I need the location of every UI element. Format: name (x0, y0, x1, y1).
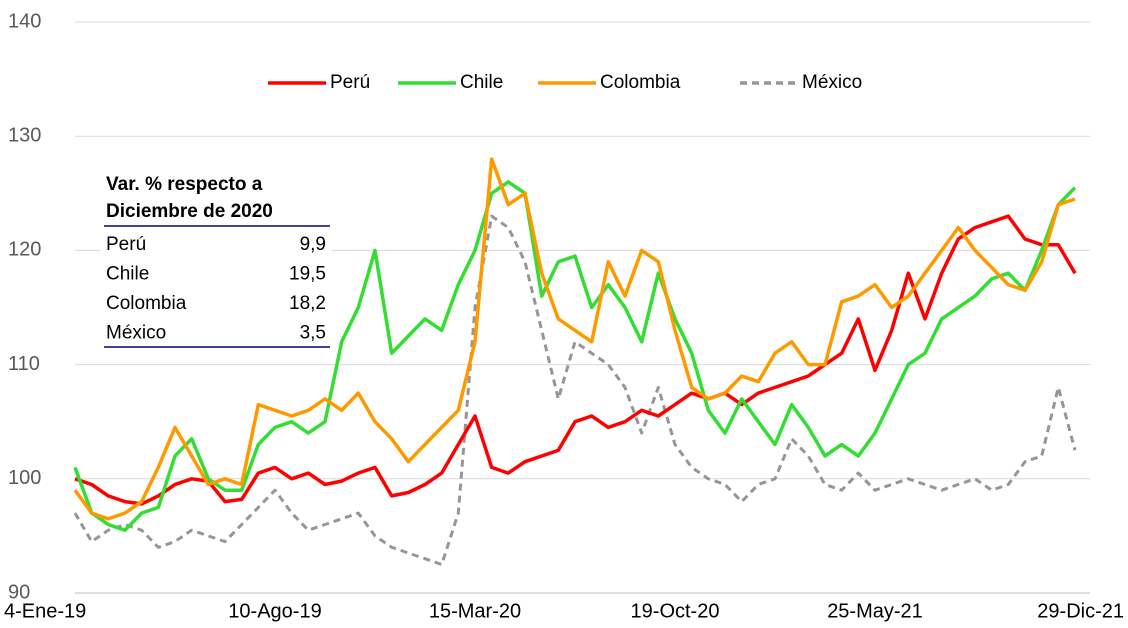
x-tick-label: 19-Oct-20 (631, 600, 720, 622)
table-cell: México (106, 323, 166, 344)
series-line (73, 214, 1077, 566)
series-line (74, 214, 1077, 506)
y-tick-label: 120 (8, 239, 41, 261)
series-line (73, 180, 1077, 532)
legend-label: Chile (460, 72, 503, 93)
y-tick-label: 140 (8, 10, 41, 32)
table-cell: 9,9 (300, 234, 326, 255)
legend-label: Colombia (600, 72, 681, 93)
table-title: Diciembre de 2020 (106, 201, 273, 222)
y-tick-label: 90 (8, 581, 30, 603)
table-bg (100, 168, 332, 350)
x-tick-label: 4-Ene-19 (4, 600, 86, 622)
table-cell: Colombia (106, 293, 187, 314)
table-cell: 3,5 (300, 323, 326, 344)
x-tick-label: 25-May-21 (827, 600, 923, 622)
y-tick-label: 110 (8, 353, 40, 375)
table-cell: Chile (106, 264, 149, 285)
x-tick-label: 15-Mar-20 (429, 600, 521, 622)
table-title: Var. % respecto a (106, 174, 263, 195)
table-cell: 18,2 (289, 293, 326, 314)
x-tick-label: 29-Dic-21 (1037, 600, 1124, 622)
x-tick-label: 10-Ago-19 (228, 600, 321, 622)
series-line (73, 157, 1076, 521)
y-tick-label: 100 (8, 467, 41, 489)
legend-label: Perú (330, 72, 370, 93)
y-tick-label: 130 (8, 124, 41, 146)
table-cell: Perú (106, 234, 146, 255)
legend-label: México (802, 72, 862, 93)
table-cell: 19,5 (289, 264, 326, 285)
